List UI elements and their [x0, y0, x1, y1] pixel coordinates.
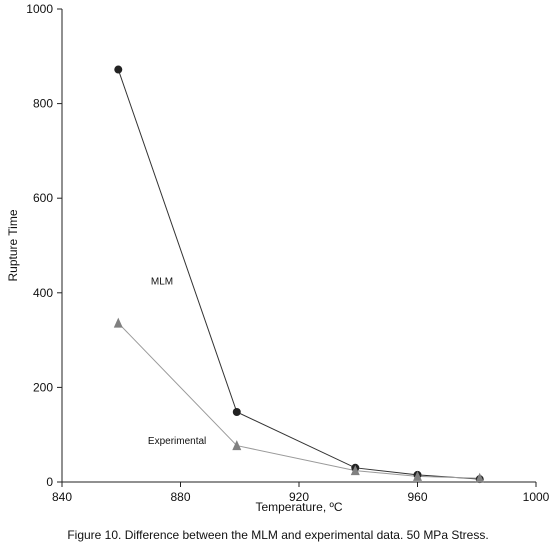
data-point-experimental [413, 470, 422, 481]
y-tick-label: 1000 [26, 2, 53, 16]
series-line-experimental [117, 322, 480, 479]
data-point-experimental [350, 465, 360, 476]
y-tick-label: 200 [33, 380, 53, 394]
y-tick-label: 400 [33, 286, 53, 300]
x-tick-label: 960 [407, 490, 427, 504]
x-tick-label: 1000 [523, 490, 550, 504]
series-lines [117, 69, 480, 480]
data-point-experimental [113, 317, 123, 328]
data-point-mlm [114, 65, 123, 74]
figure-caption: Figure 10. Difference between the MLM an… [67, 528, 489, 542]
x-tick-label: 880 [170, 490, 190, 504]
axes [61, 9, 536, 483]
data-point-experimental [232, 440, 242, 451]
x-tick-label: 920 [289, 490, 309, 504]
y-tick-label: 800 [33, 97, 53, 111]
y-tick-label: 600 [33, 191, 53, 205]
series-line-mlm [117, 69, 480, 480]
series-label-experimental: Experimental [148, 436, 206, 447]
ticks: 0 200 400 600 800 1000 840 880 920 960 1000 [26, 2, 549, 504]
chart: 0 200 400 600 800 1000 840 880 920 960 1000 MLM Ex… [6, 2, 550, 514]
x-tick-label: 840 [52, 490, 72, 504]
series-label-mlm: MLM [151, 276, 173, 287]
series-markers [113, 65, 485, 484]
y-axis-label: Rupture Time [6, 209, 20, 281]
data-point-experimental [475, 472, 485, 483]
x-axis-label: Temperature, ºC [255, 500, 342, 514]
data-point-mlm [232, 407, 241, 416]
y-tick-label: 0 [46, 475, 53, 489]
